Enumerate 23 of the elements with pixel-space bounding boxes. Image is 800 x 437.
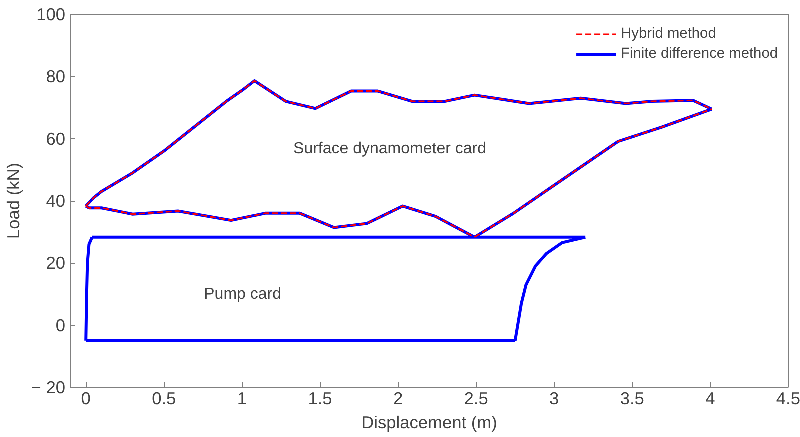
legend-label: Finite difference method [621, 46, 778, 62]
x-tick-label: 2 [393, 388, 404, 408]
x-axis-title: Displacement (m) [362, 412, 498, 432]
y-tick-label: 20 [46, 253, 66, 274]
x-tick-label: 1.5 [308, 388, 332, 408]
y-tick-label: 0 [56, 315, 66, 336]
annotation: Pump card [204, 286, 282, 303]
y-axis-title: Load (kN) [3, 162, 24, 240]
y-tick-label: 40 [46, 191, 66, 211]
x-tick-label: 3.5 [620, 388, 644, 408]
y-tick-label: 60 [46, 128, 66, 149]
x-tick-label: 0 [81, 388, 91, 408]
annotation: Surface dynamometer card [294, 140, 487, 158]
y-tick-label: − 20 [31, 378, 66, 398]
x-tick-label: 3 [550, 388, 560, 408]
y-tick-label: 100 [36, 4, 66, 24]
x-tick-label: 0.5 [152, 388, 176, 408]
legend-label: Hybrid method [621, 26, 716, 42]
x-tick-label: 1 [237, 388, 248, 408]
x-tick-label: 2.5 [464, 388, 488, 408]
y-tick-label: 80 [46, 66, 66, 87]
x-tick-label: 4.5 [776, 388, 800, 408]
x-tick-label: 4 [706, 388, 716, 408]
